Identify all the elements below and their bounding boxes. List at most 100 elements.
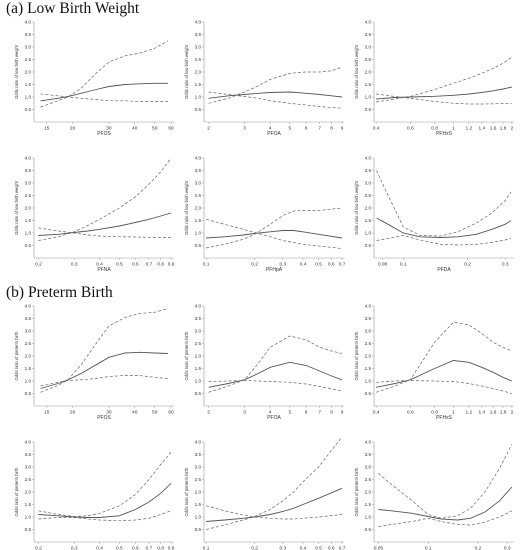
y-tick-label: 0.5 [365,527,372,532]
y-tick-label: 1.5 [195,366,202,371]
x-tick-label: 5 [289,126,292,132]
x-tick-label: 5 [289,410,292,416]
x-tick-label: 20 [70,410,76,416]
y-tick-label: 2.0 [195,70,202,75]
x-tick-label: 0.3 [502,262,509,268]
x-tick-label: 2 [511,410,514,416]
y-tick-label: 3.0 [195,465,202,470]
plot-ptb-pfhxs: 0.5 1.0 1.5 2.0 2.5 3.0 3.5 4.0 0.4 0.6 0.8 1 1.2 1.4… [354,304,514,421]
y-tick-label: 2.5 [365,477,372,482]
x-tick-label: 7 [318,126,321,132]
y-tick-label: 2.0 [25,354,32,359]
y-tick-label: 0.5 [25,107,32,112]
plot-lbw-pfna: 0.5 1.0 1.5 2.0 2.5 3.0 3.5 4.0 0.2 0.3 0.4 0.5 0.6 0… [14,156,175,273]
x-tick-label: 0.2 [35,546,42,550]
x-tick-label: 1.8 [500,410,507,416]
series-estimate-line [376,86,512,100]
x-tick-label: 30 [106,410,112,416]
x-tick-label: 0.5 [116,546,123,550]
y-tick-label: 2.0 [195,206,202,211]
x-tick-label: 9 [341,126,344,132]
series-upper-line [375,321,513,393]
y-tick-label: 4.0 [365,304,372,309]
y-tick-label: 2.5 [365,341,372,346]
series-lower-line [38,227,172,238]
y-tick-label: 2.5 [25,341,32,346]
y-tick-label: 1.0 [195,231,202,236]
series-lower-line [376,380,512,394]
y-tick-label: 0.5 [365,391,372,396]
x-tick-label: 0.6 [407,126,414,132]
x-tick-label: 0.1 [203,262,210,268]
x-tick-label: 0.08 [378,262,388,268]
x-tick-label: 0.4 [373,410,380,416]
y-tick-label: 3.5 [25,316,32,321]
y-tick-label: 4.0 [195,156,202,161]
y-axis-label: Odds ratio of low birth weight [184,180,189,235]
y-tick-label: 2.0 [365,354,372,359]
y-tick-label: 2.5 [25,193,32,198]
series-upper-line [378,444,513,519]
x-axis-label: PFHxS [436,415,453,421]
y-tick-label: 2.0 [365,490,372,495]
x-tick-label: 1.2 [465,410,472,416]
x-tick-label: 0.3 [504,546,511,550]
plot-lbw-pfhxs: 0.5 1.0 1.5 2.0 2.5 3.0 3.5 4.0 0.4 0.6 0.8 1 1.2 1.4… [354,20,514,137]
series-estimate-line [38,482,172,518]
x-tick-label: 0.8 [157,546,164,550]
plot-lbw-pfhpa: 0.5 1.0 1.5 2.0 2.5 3.0 3.5 4.0 0.1 0.2 0.3 0.4 0.5 0… [184,156,346,273]
x-tick-label: 0.2 [464,262,471,268]
y-axis-label: Odds ratio of preterm birth [14,467,19,517]
y-tick-label: 3.5 [195,32,202,37]
y-tick-label: 0.5 [195,107,202,112]
x-tick-label: 15 [44,410,50,416]
y-tick-label: 1.0 [25,515,32,520]
y-tick-label: 2.0 [365,70,372,75]
y-tick-label: 3.0 [365,329,372,334]
x-tick-label: 1 [452,126,455,132]
x-tick-label: 0.8 [431,410,438,416]
y-tick-label: 4.0 [195,20,202,25]
x-axis-label: PFHpA [266,267,283,273]
y-tick-label: 2.0 [25,70,32,75]
series-upper-line [40,308,169,393]
y-tick-label: 4.0 [25,20,32,25]
y-tick-label: 3.0 [365,181,372,186]
series-upper-line [208,335,343,393]
series-estimate-line [208,91,343,99]
x-tick-label: 6 [305,410,308,416]
x-tick-label: 0.6 [132,262,139,268]
y-tick-label: 0.5 [195,243,202,248]
x-tick-label: 0.7 [339,262,346,268]
y-tick-label: 1.0 [365,379,372,384]
x-axis-label: PFOA [267,415,281,421]
x-tick-label: 0.6 [407,410,414,416]
y-tick-label: 3.0 [25,181,32,186]
x-tick-label: 0.7 [339,546,346,550]
y-tick-label: 1.5 [365,218,372,223]
x-tick-label: 6 [305,126,308,132]
x-tick-label: 60 [168,126,174,132]
series-upper-line [376,56,513,103]
x-tick-label: 50 [152,410,158,416]
x-tick-label: 0.3 [280,262,287,268]
x-tick-label: 0.6 [328,262,335,268]
y-axis-label: Odds ratio of preterm birth [184,467,189,517]
y-tick-label: 4.0 [25,440,32,445]
series-estimate-line [206,487,343,522]
y-tick-label: 3.5 [25,168,32,173]
x-tick-label: 2 [207,126,210,132]
x-tick-label: 8 [330,410,333,416]
plot-ptb-pfoa: 0.5 1.0 1.5 2.0 2.5 3.0 3.5 4.0 2 3 4 5 6 7 8 9 PFOA Odds… [184,304,344,421]
y-tick-label: 2.0 [25,490,32,495]
x-tick-label: 8 [330,126,333,132]
x-tick-label: 0.8 [431,126,438,132]
series-lower-line [40,93,168,102]
y-tick-label: 0.5 [25,391,32,396]
x-axis-label: PFOS [97,131,111,137]
x-tick-label: 3 [243,410,246,416]
y-tick-label: 4.0 [365,20,372,25]
x-tick-label: 0.2 [251,262,258,268]
x-tick-label: 0.4 [300,546,307,550]
x-tick-label: 40 [132,410,138,416]
